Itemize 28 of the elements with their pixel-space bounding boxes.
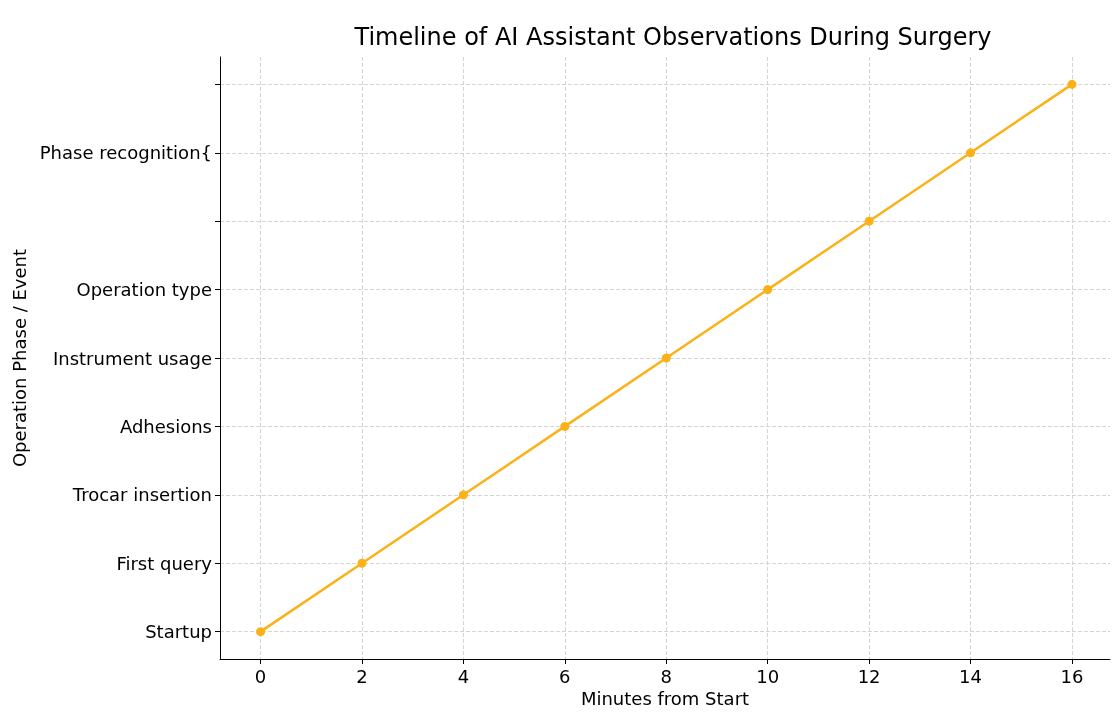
y-tick-label: Trocar insertion: [71, 484, 212, 506]
y-tick-label: Instrument usage: [52, 347, 212, 369]
x-tick-label: 10: [756, 665, 780, 687]
x-tick-label: 6: [559, 665, 571, 687]
y-tick-label: Startup: [145, 621, 212, 643]
y-tick-label: Operation type: [76, 279, 212, 301]
point: [966, 148, 976, 158]
y-tick-label: Phase recognition{: [39, 142, 212, 164]
y-axis-title: Operation Phase / Event: [9, 248, 31, 468]
point: [256, 627, 266, 637]
x-axis-title: Minutes from Start: [580, 688, 750, 710]
point: [864, 216, 874, 226]
point: [661, 353, 671, 363]
x-tick-label: 2: [356, 665, 368, 687]
point: [560, 421, 570, 431]
y-tick-label: First query: [116, 552, 213, 574]
x-tick-label: 14: [959, 665, 982, 687]
x-tick-label: 0: [254, 665, 267, 687]
y-tick-label: Adhesions: [119, 415, 212, 437]
point: [1067, 79, 1077, 89]
x-tick-label: 4: [457, 665, 470, 687]
chart-title: Timeline of AI Assistant Observations During Surgery: [353, 23, 992, 51]
x-tick-label: 12: [857, 665, 881, 687]
point: [763, 285, 773, 295]
x-tick-label: 16: [1060, 665, 1084, 687]
x-tick-label: 8: [660, 665, 672, 687]
point: [357, 558, 367, 568]
point: [458, 490, 468, 500]
